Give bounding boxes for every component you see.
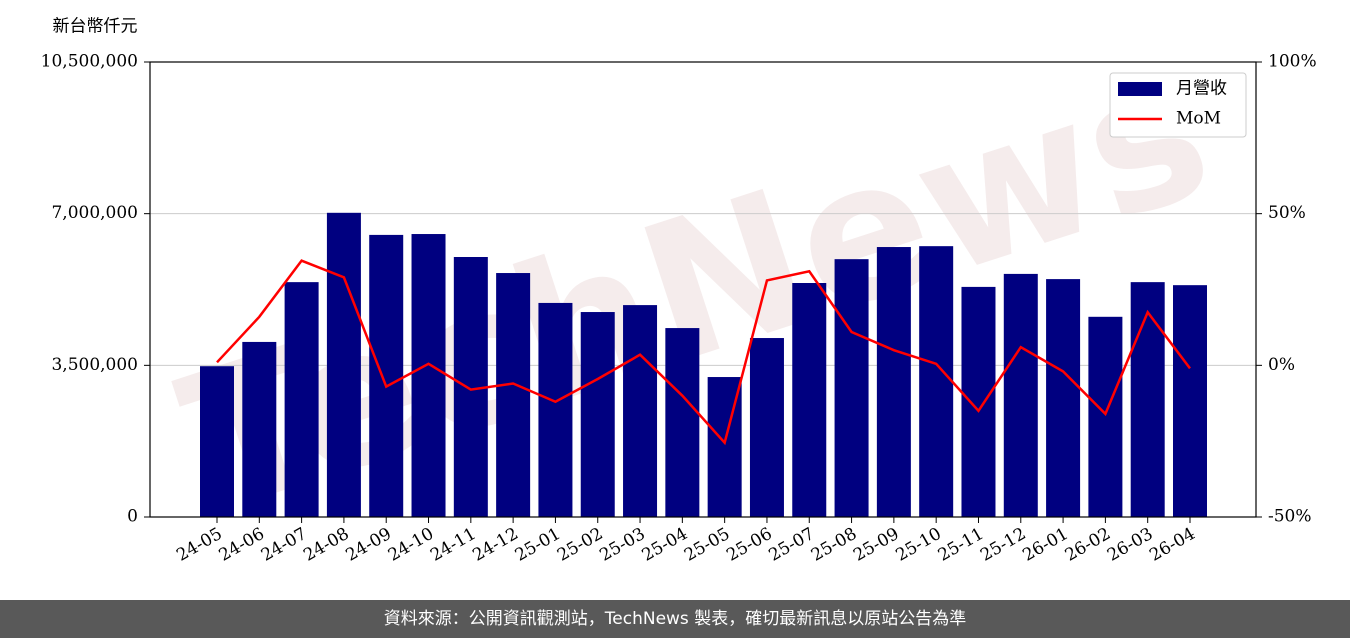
y-tick-label: 3,500,000 — [51, 355, 138, 375]
bar — [961, 286, 996, 517]
bar — [919, 246, 954, 517]
y2-tick-label: 100% — [1268, 52, 1317, 72]
bar — [834, 259, 869, 517]
y-tick-label: 7,000,000 — [51, 203, 138, 223]
plot-frame — [149, 61, 1257, 518]
x-tick-label: 25-07 — [766, 524, 818, 566]
x-tick-label: 26-01 — [1019, 524, 1071, 566]
x-tick-label: 25-10 — [892, 524, 944, 566]
x-tick-label: 25-04 — [639, 524, 691, 566]
x-tick-label: 24-05 — [173, 524, 225, 566]
x-tick-label: 25-03 — [596, 524, 648, 566]
x-tick-label: 25-01 — [512, 524, 564, 566]
x-tick-label: 24-11 — [427, 524, 479, 566]
y2-tick-label: -50% — [1268, 507, 1312, 527]
bar — [496, 273, 531, 517]
bar — [411, 234, 446, 518]
line — [216, 259, 1191, 446]
x-tick-label: 25-08 — [808, 524, 860, 566]
footer: 資料來源：公開資訊觀測站，TechNews 製表，確切最新訊息以原站公告為準 — [0, 600, 1350, 638]
x-tick-label: 25-06 — [723, 524, 775, 566]
x-tick-label: 25-05 — [681, 524, 733, 566]
x-tick-label: 25-11 — [935, 524, 987, 566]
y-axis-label: 新台幣仟元 — [53, 17, 138, 37]
bar — [1003, 273, 1038, 517]
x-tick-label: 26-02 — [1062, 524, 1114, 566]
x-tick-label: 24-08 — [300, 524, 352, 566]
bar — [792, 283, 827, 517]
bar — [200, 366, 234, 517]
bar — [1130, 282, 1165, 517]
bar — [284, 282, 319, 517]
legend-swatch — [1118, 82, 1162, 96]
x-tick-label: 24-09 — [343, 524, 395, 566]
chart: 新台幣仟元 TechNews 03,500,0007,000,00010,500… — [41, 17, 1317, 566]
x-tick-label: 24-10 — [385, 524, 437, 566]
legend-label: MoM — [1176, 109, 1221, 129]
bar — [538, 302, 573, 517]
bar — [665, 328, 700, 517]
x-tick-label: 24-12 — [469, 524, 521, 566]
bar — [623, 305, 658, 517]
bar — [1046, 279, 1081, 517]
bar — [326, 212, 361, 518]
bar — [580, 312, 615, 517]
legend-label: 月營收 — [1176, 79, 1227, 99]
bar — [369, 234, 404, 517]
y-tick-label: 10,500,000 — [41, 52, 138, 72]
bar — [242, 341, 277, 517]
x-tick-label: 26-04 — [1146, 524, 1198, 566]
bar — [1088, 316, 1123, 517]
x-tick-label: 26-03 — [1104, 524, 1156, 566]
y2-tick-label: 0% — [1268, 355, 1295, 375]
bar — [876, 247, 911, 518]
y-tick-label: 0 — [127, 507, 138, 527]
y2-tick-label: 50% — [1268, 203, 1306, 223]
x-tick-label: 25-09 — [850, 524, 902, 566]
bar — [1173, 285, 1207, 517]
bar — [749, 338, 784, 517]
x-tick-label: 25-12 — [977, 524, 1029, 566]
x-tick-label: 25-02 — [554, 524, 606, 566]
